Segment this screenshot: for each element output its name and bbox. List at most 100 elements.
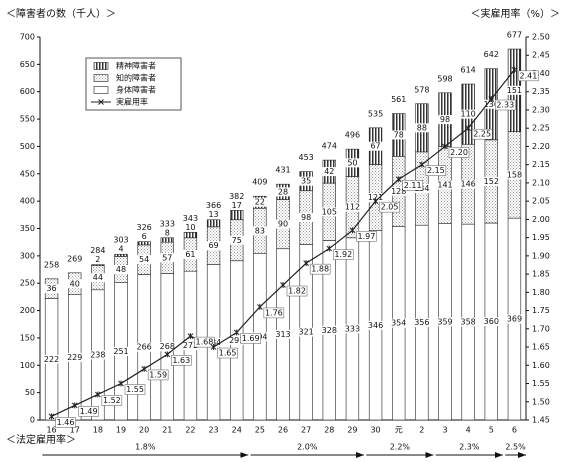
y2-tick-label: 2.15 (532, 160, 550, 169)
y2-tick-label: 2.20 (532, 142, 550, 151)
rate-label-bg (240, 333, 261, 344)
bar-label: 356 (414, 318, 429, 327)
x-tick-label: 26 (278, 426, 288, 435)
total-label: 366 (206, 201, 221, 210)
bar-label: 69 (208, 241, 218, 250)
bar-segment (160, 237, 174, 243)
rate-label-bg (286, 285, 308, 297)
y2-tick-label: 1.60 (532, 361, 550, 370)
y-tick-label: 100 (20, 361, 35, 370)
y-tick-label: 650 (20, 60, 35, 69)
bar-segment (206, 219, 221, 228)
bar-label: 291 (229, 336, 244, 345)
label-bg (483, 317, 500, 327)
x-tick-label: 16 (46, 426, 56, 435)
label-bg (159, 342, 176, 352)
label-bg (251, 197, 268, 207)
x-tick-label: 23 (208, 426, 218, 435)
x-tick-label: 24 (232, 426, 242, 435)
rate-label-bg (333, 249, 354, 260)
legend-label: 実雇用率 (116, 97, 148, 107)
bar-label: 6 (142, 232, 147, 241)
label-bg (390, 186, 407, 196)
rate-label-bg (194, 336, 215, 348)
bar-label: 75 (232, 236, 242, 245)
label-bg (298, 327, 315, 337)
bar-label: 98 (301, 213, 311, 222)
rate-label: 1.49 (80, 407, 98, 416)
y-tick-label: 300 (20, 251, 35, 260)
legend-marker (98, 99, 104, 105)
y2-tick-label: 1.70 (532, 324, 550, 333)
rate-marker (442, 143, 448, 150)
period-label: 2.5% (505, 443, 526, 452)
y2-tick-label: 2.45 (532, 51, 550, 60)
bar-label: 313 (275, 330, 290, 339)
bar-segment (230, 210, 244, 221)
bar-label: 121 (368, 193, 383, 202)
bar-label: 354 (391, 319, 406, 328)
y2-tick-label: 2.05 (532, 197, 550, 206)
label-bg (136, 255, 153, 265)
rate-marker (372, 198, 379, 205)
bar-label: 238 (90, 350, 105, 359)
total-label: 535 (368, 109, 383, 118)
rate-label-bg (448, 147, 470, 158)
x-tick-label: 5 (489, 426, 494, 435)
label-bg (437, 180, 453, 190)
rate-marker (280, 282, 286, 289)
bar-label: 17 (232, 201, 242, 210)
x-tick-label: 25 (255, 426, 265, 435)
rate-marker (349, 227, 356, 234)
label-bg (228, 235, 245, 245)
y-tick-label: 450 (20, 169, 35, 178)
total-label: 431 (275, 166, 290, 175)
bar-label: 105 (322, 207, 337, 216)
rate-label: 2.25 (473, 130, 491, 139)
bar-label: 61 (185, 250, 195, 259)
y2-tick-label: 2.25 (532, 124, 550, 133)
y-tick-label: 550 (20, 115, 35, 124)
rate-label: 1.52 (103, 396, 121, 405)
label-bg (298, 176, 315, 186)
label-bg (89, 350, 106, 360)
rate-marker (187, 333, 194, 340)
bar-label: 40 (70, 279, 80, 288)
rate-label: 2.11 (404, 181, 422, 190)
rate-label-bg (495, 99, 516, 111)
label-bg (136, 342, 153, 352)
y2-tick-label: 1.45 (532, 416, 550, 425)
total-label: 453 (299, 153, 314, 162)
rate-label-bg (147, 369, 169, 381)
y-tick-label: 50 (25, 388, 35, 397)
bar-label: 272 (183, 341, 198, 350)
bar-label: 141 (437, 181, 452, 190)
bar-label: 2 (95, 255, 100, 264)
total-label: 614 (461, 66, 476, 75)
x-tick-label: 20 (139, 426, 149, 435)
x-tick-label: 元 (395, 426, 403, 435)
y2-tick-label: 1.90 (532, 251, 550, 260)
bar-segment (183, 232, 198, 239)
bar-label: 333 (345, 324, 360, 333)
label-bg (251, 226, 268, 236)
y2-tick-label: 1.50 (532, 397, 550, 406)
bar-label: 13 (208, 210, 218, 219)
bar-label: 130 (484, 100, 499, 109)
label-bg (275, 219, 291, 229)
bar-segment (91, 264, 105, 267)
total-label: 561 (391, 95, 406, 104)
rate-label-bg (471, 128, 493, 140)
legend-label: 知的障害者 (116, 73, 156, 83)
label-bg (321, 167, 338, 177)
total-label: 269 (67, 254, 82, 263)
rate-label: 1.55 (126, 385, 144, 394)
label-bg (113, 244, 129, 254)
x-tick-label: 18 (93, 426, 103, 435)
bar-label: 10 (185, 223, 195, 232)
rate-label: 2.15 (427, 166, 445, 175)
rate-label: 1.65 (219, 349, 237, 358)
y2-tick-label: 2.00 (532, 215, 550, 224)
rate-label-bg (55, 417, 76, 428)
